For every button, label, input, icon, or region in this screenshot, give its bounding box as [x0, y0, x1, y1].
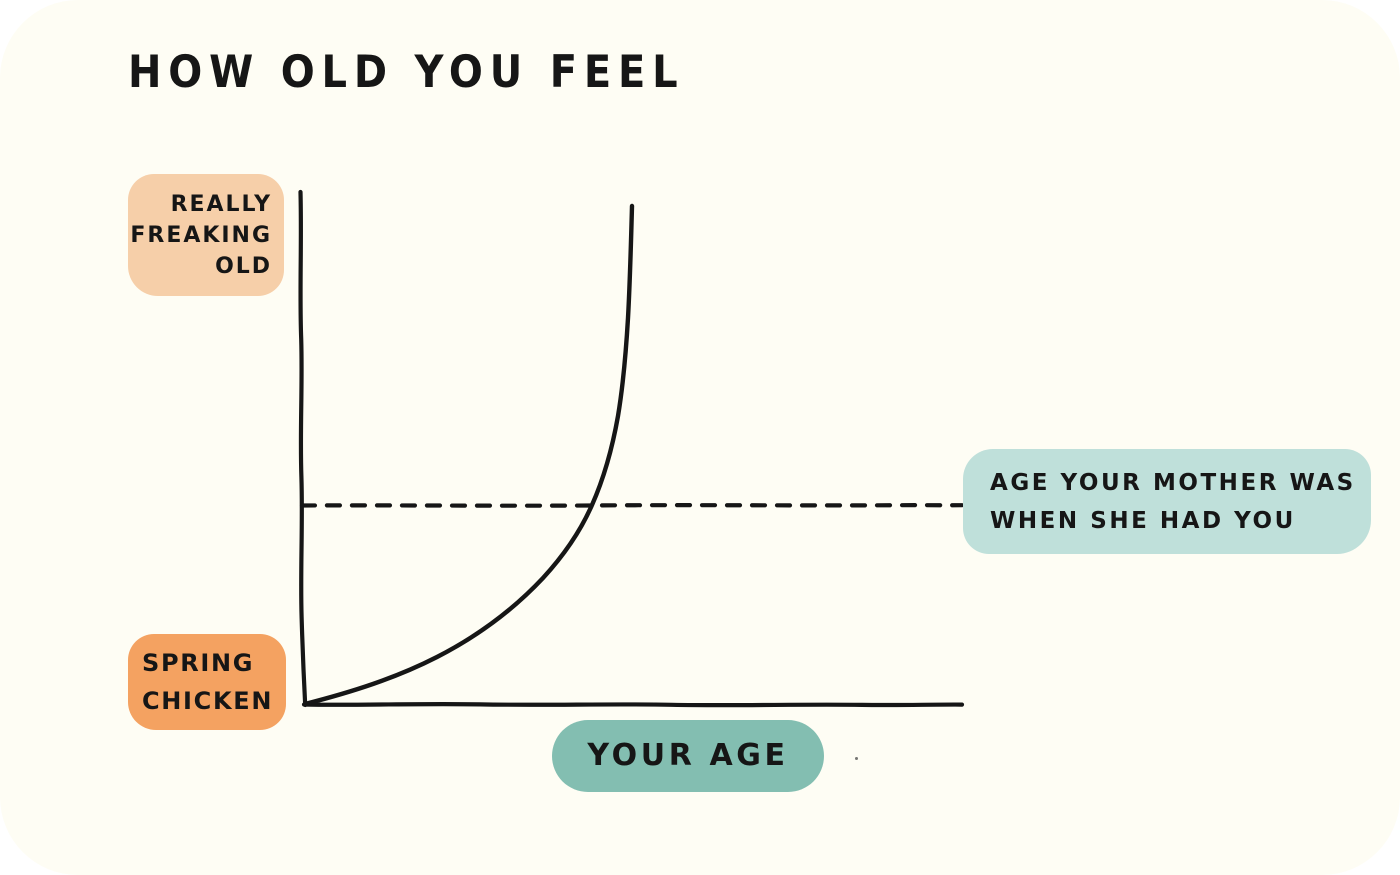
label-really-freaking-old: REALLY FREAKING OLD: [128, 174, 284, 296]
x-axis-line: [301, 701, 965, 708]
ink-speck: [855, 757, 858, 760]
label-line: OLD: [215, 253, 272, 279]
label-spring-chicken: SPRING CHICKEN: [128, 634, 286, 730]
label-line: YOUR AGE: [587, 738, 789, 773]
label-your-age: YOUR AGE: [552, 720, 824, 792]
label-mothers-age-annotation: AGE YOUR MOTHER WAS WHEN SHE HAD YOU: [963, 449, 1371, 554]
label-line: REALLY: [170, 191, 272, 217]
feel-curve: [302, 203, 635, 707]
label-line: WHEN SHE HAD YOU: [990, 507, 1296, 534]
y-axis-line: [298, 189, 308, 708]
label-line: SPRING: [142, 649, 255, 677]
label-line: FREAKING: [130, 222, 272, 248]
threshold-dashed-line: [299, 503, 965, 508]
page-title: HOW OLD YOU FEEL: [128, 46, 685, 99]
label-line: AGE YOUR MOTHER WAS: [990, 469, 1356, 496]
label-line: CHICKEN: [142, 687, 274, 715]
